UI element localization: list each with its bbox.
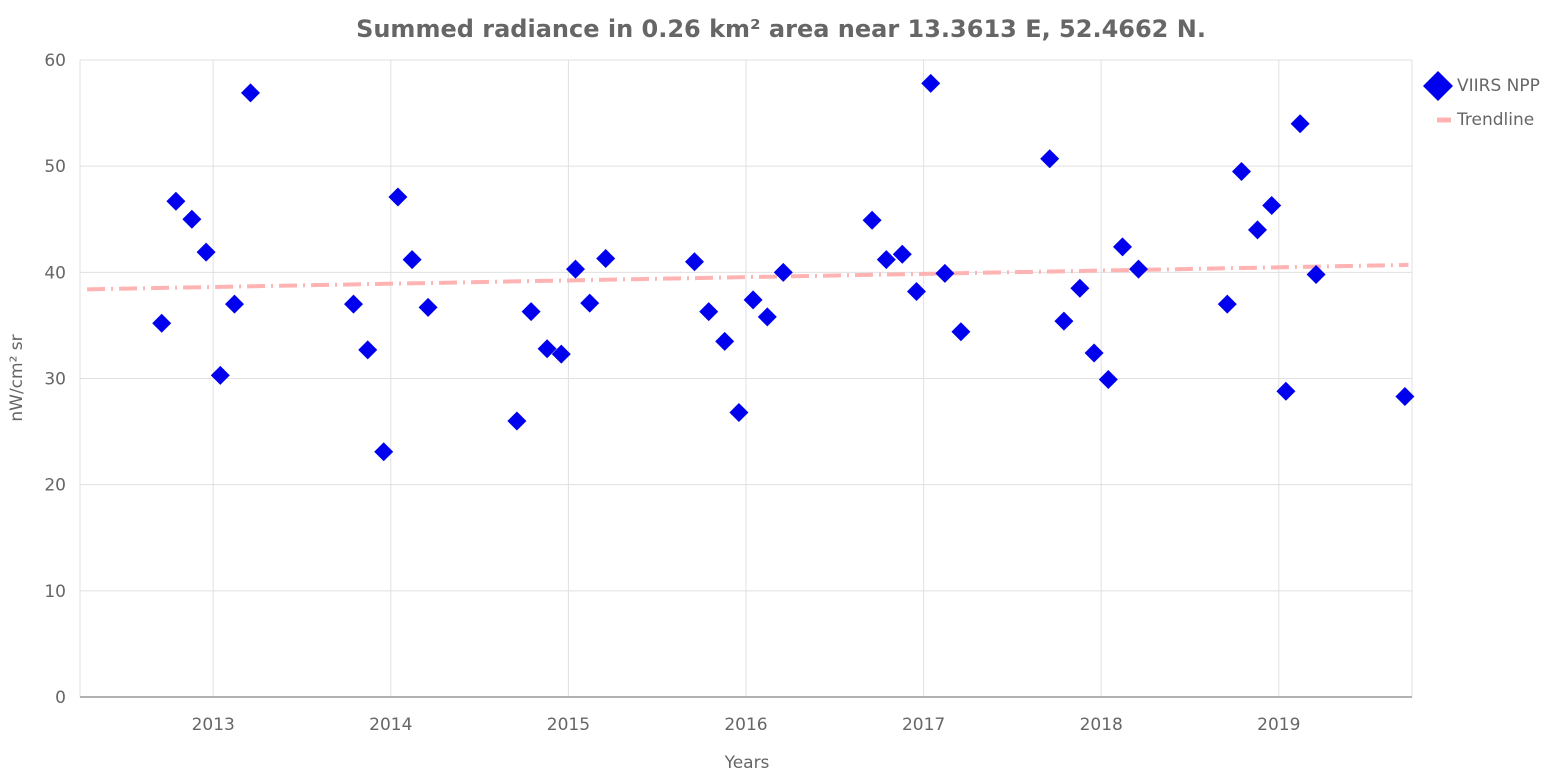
data-point[interactable]: [1084, 343, 1104, 363]
data-point[interactable]: [388, 187, 408, 207]
data-point[interactable]: [773, 262, 793, 282]
x-tick-label: 2018: [1080, 715, 1123, 735]
data-point[interactable]: [507, 411, 527, 431]
data-point[interactable]: [566, 259, 586, 279]
data-point[interactable]: [551, 344, 571, 364]
data-point[interactable]: [1262, 195, 1282, 215]
data-point[interactable]: [921, 73, 941, 93]
y-tick-label: 20: [44, 476, 66, 496]
data-point[interactable]: [1128, 259, 1148, 279]
y-axis-label: nW/cm² sr: [7, 334, 27, 421]
data-point[interactable]: [757, 307, 777, 327]
data-point[interactable]: [1306, 264, 1326, 284]
data-point[interactable]: [876, 250, 896, 270]
y-tick-label: 40: [44, 263, 66, 283]
data-point[interactable]: [684, 252, 704, 272]
legend-item-trendline[interactable]: Trendline: [1437, 110, 1534, 130]
data-point[interactable]: [537, 339, 557, 359]
y-tick-label: 60: [44, 51, 66, 71]
data-point[interactable]: [715, 331, 735, 351]
data-point[interactable]: [418, 297, 438, 317]
data-point[interactable]: [862, 210, 882, 230]
data-point[interactable]: [344, 294, 364, 314]
data-point[interactable]: [1070, 278, 1090, 298]
y-tick-label: 30: [44, 370, 66, 390]
data-point[interactable]: [1290, 114, 1310, 134]
data-point[interactable]: [580, 293, 600, 313]
x-axis-ticks: 2013 2014 2015 2016 2017 2018 2019: [192, 715, 1301, 735]
grid: [79, 59, 1413, 697]
data-point[interactable]: [166, 191, 186, 211]
legend-label-trendline: Trendline: [1456, 110, 1534, 130]
data-point[interactable]: [1247, 220, 1267, 240]
y-tick-label: 0: [55, 688, 66, 708]
data-point[interactable]: [402, 250, 422, 270]
data-point[interactable]: [1040, 149, 1060, 169]
legend: VIIRS NPP Trendline: [1423, 71, 1540, 130]
x-tick-label: 2015: [547, 715, 590, 735]
trendline: [87, 262, 1409, 292]
x-tick-label: 2017: [902, 715, 945, 735]
data-point[interactable]: [374, 442, 394, 462]
data-point[interactable]: [1217, 294, 1237, 314]
data-point[interactable]: [521, 302, 541, 322]
x-tick-label: 2016: [724, 715, 767, 735]
data-point[interactable]: [182, 209, 202, 229]
data-point[interactable]: [1113, 237, 1133, 257]
data-point[interactable]: [699, 302, 719, 322]
data-point[interactable]: [1276, 381, 1296, 401]
x-tick-label: 2014: [369, 715, 412, 735]
data-point[interactable]: [358, 340, 378, 360]
data-point[interactable]: [225, 294, 245, 314]
data-point[interactable]: [906, 281, 926, 301]
y-axis-ticks: 0 10 20 30 40 50 60: [44, 51, 66, 708]
x-tick-label: 2013: [192, 715, 235, 735]
chart-title: Summed radiance in 0.26 km² area near 13…: [356, 15, 1206, 43]
data-point[interactable]: [596, 249, 616, 269]
data-point[interactable]: [935, 263, 955, 283]
data-point[interactable]: [152, 313, 172, 333]
x-tick-label: 2019: [1257, 715, 1300, 735]
y-tick-label: 50: [44, 157, 66, 177]
data-point[interactable]: [240, 83, 260, 103]
plot-area: [87, 73, 1415, 462]
data-point[interactable]: [743, 290, 763, 310]
legend-item-viirs-npp[interactable]: VIIRS NPP: [1423, 71, 1540, 101]
x-axis-label: Years: [724, 753, 770, 773]
data-point[interactable]: [1098, 370, 1118, 390]
y-tick-label: 10: [44, 582, 66, 602]
data-point[interactable]: [1395, 387, 1415, 407]
data-point[interactable]: [196, 242, 216, 262]
data-point[interactable]: [951, 322, 971, 342]
data-point[interactable]: [1054, 311, 1074, 331]
data-point[interactable]: [1232, 161, 1252, 181]
data-point[interactable]: [210, 365, 230, 385]
legend-label-viirs-npp: VIIRS NPP: [1457, 76, 1540, 96]
data-point[interactable]: [892, 244, 912, 264]
data-point[interactable]: [729, 402, 749, 422]
diamond-marker-icon: [1423, 71, 1453, 101]
